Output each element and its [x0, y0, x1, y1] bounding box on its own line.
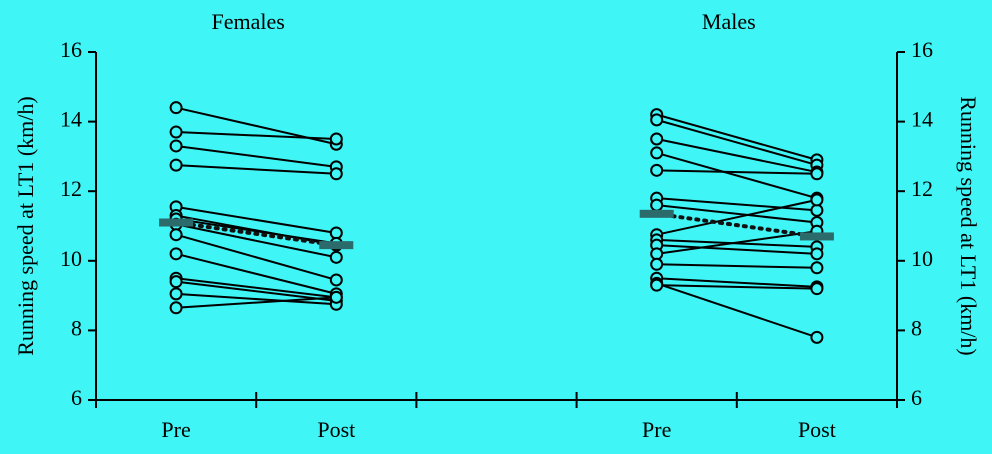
subject-point [650, 132, 664, 146]
subject-point [329, 273, 343, 287]
subject-point [650, 163, 664, 177]
subject-point [810, 203, 824, 217]
subject-line [656, 277, 817, 288]
y2-axis-label: Running speed at LT1 (km/h) [956, 96, 981, 356]
subject-point [810, 167, 824, 181]
subject-point [810, 282, 824, 296]
y2-tick-label: 10 [911, 246, 933, 271]
subject-point [650, 198, 664, 212]
subject-point [329, 226, 343, 240]
subject-point [650, 278, 664, 292]
x-tick-label: Pre [642, 417, 671, 442]
y-tick-label: 8 [71, 315, 82, 340]
y-tick-label: 12 [60, 176, 82, 201]
subject-point [650, 257, 664, 271]
y2-tick-label: 6 [911, 385, 922, 410]
subject-line [176, 164, 337, 175]
subject-line [175, 252, 337, 295]
subject-point [169, 228, 183, 242]
subject-line [176, 296, 337, 309]
subject-point [650, 146, 664, 160]
subject-point [810, 261, 824, 275]
subject-line [175, 205, 337, 234]
subject-point [169, 275, 183, 289]
y-tick-label: 10 [60, 246, 82, 271]
subject-line [656, 113, 818, 161]
subject-line [176, 292, 337, 306]
subject-line [175, 280, 337, 302]
subject-point [810, 193, 824, 207]
subject-line [656, 138, 818, 174]
subject-point [169, 247, 183, 261]
subject-line [656, 263, 817, 269]
x-tick-label: Post [798, 417, 836, 442]
subject-line [656, 230, 818, 255]
y-tick-label: 16 [60, 37, 82, 62]
y-axis-label: Running speed at LT1 (km/h) [13, 96, 38, 356]
x-tick-label: Post [317, 417, 355, 442]
subject-point [650, 113, 664, 127]
subject-point [169, 287, 183, 301]
subject-line [176, 131, 337, 140]
subject-point [810, 247, 824, 261]
subject-line [175, 144, 337, 168]
subject-line [656, 151, 818, 200]
y-tick-label: 6 [71, 385, 82, 410]
y-tick-label: 14 [60, 107, 82, 132]
subject-line [175, 277, 337, 299]
mean-bar [799, 232, 834, 241]
subject-line [656, 197, 817, 212]
subject-point [329, 250, 343, 264]
subject-point [169, 125, 183, 139]
subject-line [656, 204, 818, 224]
subject-point [169, 139, 183, 153]
subject-point [169, 101, 183, 115]
subject-line [175, 223, 337, 259]
x-tick-label: Pre [161, 417, 190, 442]
subject-point [329, 167, 343, 181]
mean-bar [159, 218, 194, 227]
y2-tick-label: 8 [911, 315, 922, 340]
mean-bar [319, 241, 354, 250]
subject-line [656, 198, 818, 236]
y2-tick-label: 14 [911, 107, 933, 132]
subject-point [329, 132, 343, 146]
subject-line [656, 282, 818, 339]
subject-line [175, 218, 337, 245]
subject-line [656, 284, 817, 290]
subject-line [656, 244, 817, 255]
subject-point [650, 247, 664, 261]
subject-line [175, 233, 337, 281]
panel-title: Females [212, 9, 285, 34]
subject-point [169, 158, 183, 172]
mean-line [654, 211, 819, 239]
mean-bar [639, 209, 674, 218]
panel-title: Males [702, 9, 756, 34]
subject-point [169, 301, 183, 315]
subject-point [329, 290, 343, 304]
y2-tick-label: 16 [911, 37, 933, 62]
mean-line [174, 220, 339, 248]
subject-line [656, 118, 818, 167]
subject-point [810, 330, 824, 344]
subject-line [656, 169, 817, 175]
y2-tick-label: 12 [911, 176, 933, 201]
